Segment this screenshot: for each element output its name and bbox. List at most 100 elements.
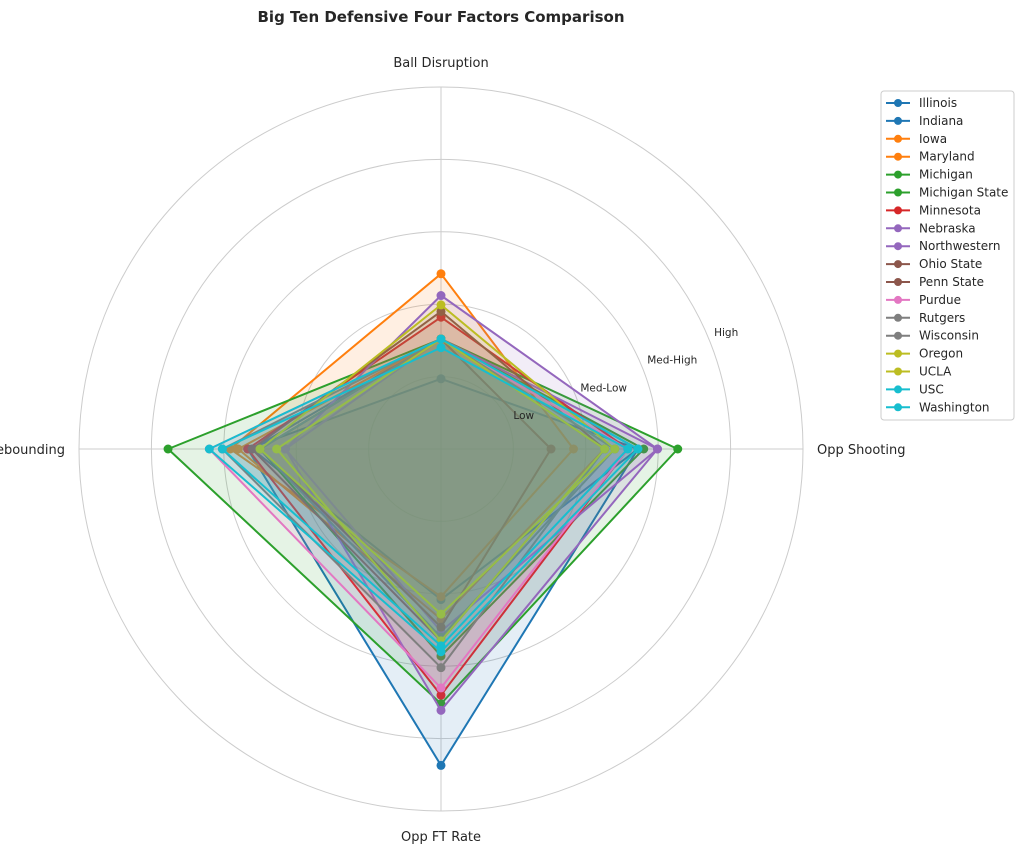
data-point xyxy=(652,444,662,454)
data-point xyxy=(436,663,446,673)
series-fill xyxy=(238,339,605,620)
series-fill xyxy=(230,273,574,597)
radial-tick-labels: Low Med-Low Med-High High xyxy=(513,327,738,422)
axis-label: Opp FT Rate xyxy=(401,830,481,844)
data-point xyxy=(436,622,446,632)
data-point xyxy=(272,444,282,454)
legend-entry: Northwestern xyxy=(886,239,1000,253)
legend-swatch-marker xyxy=(894,116,902,125)
axis-label: Opp Shooting xyxy=(817,443,905,458)
legend-label: Penn State xyxy=(919,275,984,289)
data-point xyxy=(163,444,173,454)
legend-swatch-marker xyxy=(894,403,902,412)
legend-swatch-marker xyxy=(894,224,902,233)
legend-swatch-marker xyxy=(894,331,902,340)
legend-swatch-marker xyxy=(894,170,902,179)
legend-entry: Oregon xyxy=(886,347,963,361)
data-point xyxy=(600,444,610,454)
legend-entry: Indiana xyxy=(886,114,963,128)
legend-swatch-marker xyxy=(894,152,902,161)
data-point xyxy=(436,334,446,344)
radial-tick-label: Med-Low xyxy=(580,382,627,394)
legend-entry: UCLA xyxy=(886,365,952,379)
legend-swatch-marker xyxy=(894,295,902,304)
axis-label: Ball Disruption xyxy=(393,56,488,71)
data-point xyxy=(436,609,446,619)
legend-entry: Rutgers xyxy=(886,311,965,325)
legend-label: Washington xyxy=(919,400,990,414)
legend-swatch-marker xyxy=(894,242,902,251)
data-point xyxy=(610,444,620,454)
data-point xyxy=(255,444,265,454)
legend-label: Nebraska xyxy=(919,221,976,235)
legend-entry: Iowa xyxy=(886,132,947,146)
radar-series xyxy=(163,269,683,770)
series-fill xyxy=(276,339,605,641)
axis-labels: Ball Disruption Opp Shooting Opp FT Rate De… xyxy=(0,56,905,844)
data-point xyxy=(546,444,556,454)
series-fill xyxy=(260,339,615,638)
legend-swatch-marker xyxy=(894,349,902,358)
legend-label: Maryland xyxy=(919,150,975,164)
series-fill xyxy=(260,339,644,657)
legend-label: Northwestern xyxy=(919,239,1000,253)
series xyxy=(217,343,633,651)
legend-entry: Purdue xyxy=(886,293,961,307)
legend-label: Rutgers xyxy=(919,311,965,325)
series-fill xyxy=(285,295,658,711)
series-fill xyxy=(247,317,628,696)
series-fill xyxy=(168,339,678,704)
legend-entry: USC xyxy=(886,382,944,396)
legend-entry: Maryland xyxy=(886,150,975,164)
legend-swatch-marker xyxy=(894,385,902,394)
legend-label: Ohio State xyxy=(919,257,982,271)
data-point xyxy=(217,444,227,454)
legend-label: Michigan State xyxy=(919,186,1008,200)
data-point xyxy=(633,444,643,454)
legend-swatch-marker xyxy=(894,188,902,197)
data-point xyxy=(247,444,257,454)
radial-tick-label: Low xyxy=(513,410,534,422)
data-point xyxy=(436,269,446,279)
data-point xyxy=(436,592,446,602)
legend-label: Oregon xyxy=(919,347,963,361)
series xyxy=(204,334,643,657)
legend-entry: Penn State xyxy=(886,275,984,289)
legend-swatch-marker xyxy=(894,99,902,107)
data-point xyxy=(280,444,290,454)
axis-label: Def Rebounding xyxy=(0,443,65,458)
legend-label: USC xyxy=(919,382,944,396)
legend-swatch-marker xyxy=(894,278,902,286)
legend-label: Purdue xyxy=(919,293,961,307)
series-fill xyxy=(209,339,628,688)
legend-swatch-marker xyxy=(894,206,902,215)
data-point xyxy=(233,444,243,454)
legend-swatch-marker xyxy=(894,134,902,143)
chart-title: Big Ten Defensive Four Factors Compariso… xyxy=(258,8,625,26)
data-point xyxy=(436,705,446,715)
data-point xyxy=(436,300,446,310)
series-fill xyxy=(209,339,638,652)
legend-entry: Minnesota xyxy=(886,203,981,217)
data-point xyxy=(436,306,446,316)
radial-tick-label: High xyxy=(714,327,738,339)
legend-label: Michigan xyxy=(919,168,973,182)
legend-label: Indiana xyxy=(919,114,963,128)
legend-frame xyxy=(880,90,1015,421)
series-fill xyxy=(222,347,628,646)
legend-label: Iowa xyxy=(919,132,947,146)
legend-entry: Wisconsin xyxy=(886,329,979,343)
data-point xyxy=(436,760,446,770)
data-point xyxy=(673,444,683,454)
legend-entry: Ohio State xyxy=(886,257,982,271)
legend: Illinois Indiana Iowa Maryland Michigan Michi… xyxy=(880,90,1015,421)
data-point xyxy=(436,641,446,651)
legend-entry: Michigan xyxy=(886,168,973,182)
radial-tick-label: Med-High xyxy=(647,355,697,367)
legend-entry: Washington xyxy=(886,400,990,414)
data-point xyxy=(436,374,446,384)
data-point xyxy=(436,291,446,301)
legend-label: UCLA xyxy=(919,365,952,379)
legend-swatch-marker xyxy=(894,367,902,376)
